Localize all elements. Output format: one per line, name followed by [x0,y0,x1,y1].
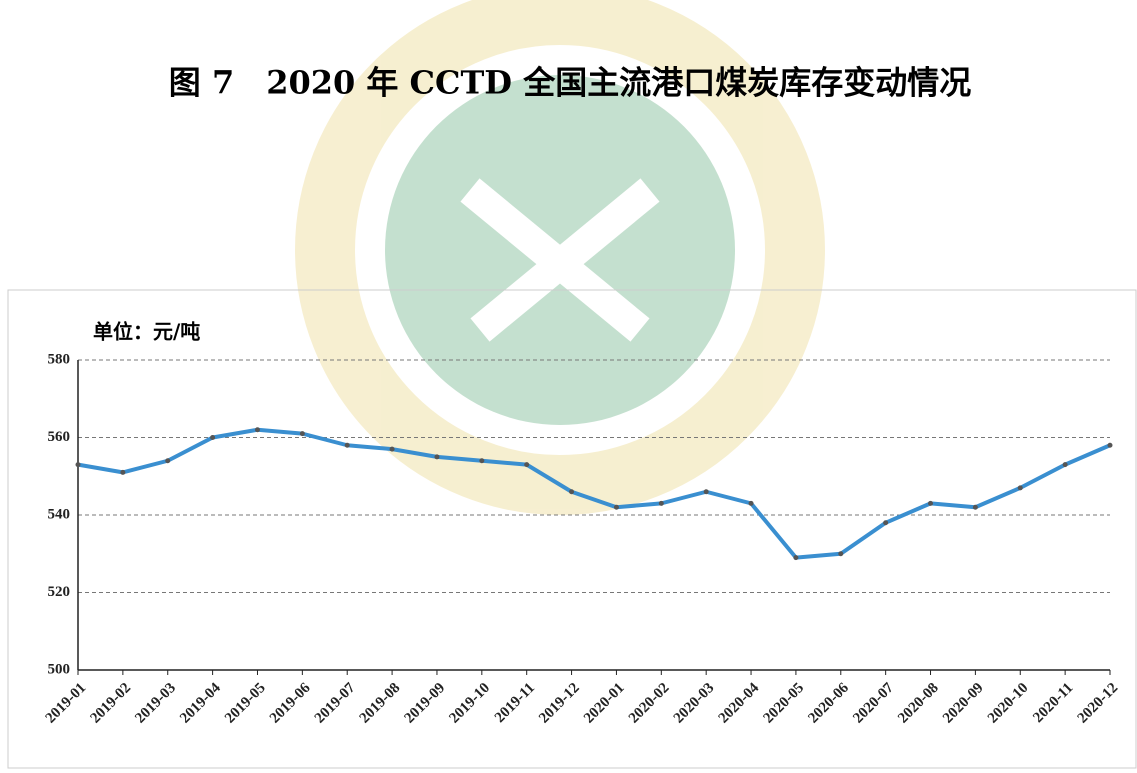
point [75,462,81,468]
point [389,446,395,452]
point [434,454,440,460]
chart-title: 图 7 2020 年 CCTD 全国主流港口煤炭库存变动情况 [169,64,971,102]
x-tick-label: 2020-06 [805,680,852,727]
x-tick-label: 2020-11 [1030,680,1076,726]
x-tick-label: 2019-06 [267,680,314,727]
point [254,427,260,433]
unit-label: 单位：元/吨 [93,320,200,344]
x-tick-label: 2019-05 [222,680,269,727]
x-tick-label: 2020-10 [985,680,1032,727]
point [838,551,844,557]
x-tick-label: 2019-01 [43,680,90,727]
point [883,520,889,526]
y-tick-label: 500 [48,661,71,677]
x-tick-label: 2020-07 [850,680,897,727]
y-tick-label: 540 [48,506,71,522]
point [793,555,799,561]
point [299,431,305,437]
point [1017,485,1023,491]
point [928,500,934,506]
point [972,504,978,510]
x-tick-label: 2020-05 [761,680,808,727]
point [165,458,171,464]
point [479,458,485,464]
x-tick-label: 2019-10 [446,680,493,727]
x-tick-label: 2019-04 [177,680,224,727]
x-tick-label: 2020-03 [671,680,718,727]
x-tick-label: 2019-07 [312,680,359,727]
point [613,504,619,510]
point [1107,442,1113,448]
y-tick-label: 580 [48,351,71,367]
x-tick-label: 2020-08 [895,680,942,727]
x-tick-label: 2020-01 [581,680,628,727]
x-tick-label: 2019-09 [402,680,449,727]
line-series [77,427,1111,560]
y-tick-label: 520 [48,584,71,600]
x-tick-label: 2020-04 [716,680,763,727]
frame [7,289,1137,769]
x-tick-label: 2019-11 [492,680,538,726]
x-tick-label: 2019-12 [536,680,583,727]
point [120,469,126,475]
x-tick-label: 2019-02 [87,680,134,727]
x-tick-label: 2020-02 [626,680,673,727]
point [658,500,664,506]
point [1062,462,1068,468]
x-tick-label: 2020-12 [1075,680,1122,727]
x-tick-label: 2020-09 [940,680,987,727]
x-tick-label: 2019-03 [132,680,179,727]
point [748,500,754,506]
y-tick-label: 560 [48,429,71,445]
x-tick-label: 2019-08 [357,680,404,727]
point [524,462,530,468]
point [703,489,709,495]
point [210,435,216,440]
point [569,489,575,495]
point [344,442,350,448]
